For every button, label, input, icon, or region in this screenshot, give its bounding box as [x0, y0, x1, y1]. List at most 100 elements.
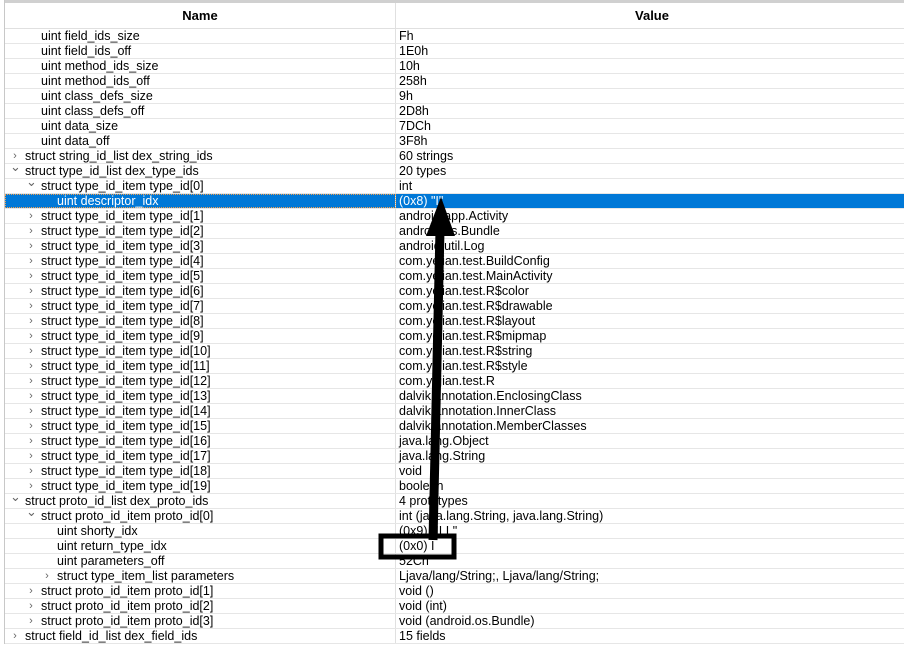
chevron-down-icon[interactable]: ⌄: [10, 159, 21, 174]
tree-row[interactable]: › struct type_id_item type_id[7] com.yejia…: [5, 299, 904, 314]
chevron-right-icon[interactable]: ›: [29, 285, 33, 297]
chevron-right-icon[interactable]: ›: [29, 615, 33, 627]
name-cell: › struct proto_id_item proto_id[1]: [5, 584, 396, 598]
tree-row[interactable]: uint method_ids_off 258h: [5, 74, 904, 89]
tree-row[interactable]: uint class_defs_size 9h: [5, 89, 904, 104]
chevron-right-icon[interactable]: ›: [29, 210, 33, 222]
chevron-right-icon[interactable]: ›: [29, 360, 33, 372]
chevron-right-icon[interactable]: ›: [29, 345, 33, 357]
tree-row[interactable]: › struct type_id_item type_id[8] com.yejia…: [5, 314, 904, 329]
tree-row[interactable]: › struct field_id_list dex_field_ids 15 fi…: [5, 629, 904, 644]
name-cell: › struct type_id_item type_id[13]: [5, 389, 396, 403]
name-cell: uint method_ids_off: [5, 74, 396, 88]
name-cell: › struct type_id_item type_id[5]: [5, 269, 396, 283]
tree-row[interactable]: uint method_ids_size 10h: [5, 59, 904, 74]
row-value: 9h: [399, 89, 413, 103]
chevron-right-icon[interactable]: ›: [29, 300, 33, 312]
tree-row[interactable]: › struct type_id_item type_id[14] dalvik.a…: [5, 404, 904, 419]
value-column-header[interactable]: Value: [635, 8, 669, 23]
tree-row[interactable]: uint data_off 3F8h: [5, 134, 904, 149]
row-name: struct type_id_item type_id[5]: [41, 269, 204, 283]
chevron-right-icon[interactable]: ›: [29, 450, 33, 462]
tree-row[interactable]: uint parameters_off 52Ch: [5, 554, 904, 569]
tree-row[interactable]: › struct type_id_item type_id[13] dalvik.a…: [5, 389, 904, 404]
row-name: uint return_type_idx: [57, 539, 167, 553]
tree-row[interactable]: › struct type_item_list parameters Ljava/l…: [5, 569, 904, 584]
tree-row[interactable]: › struct proto_id_item proto_id[2] void (i…: [5, 599, 904, 614]
tree-row[interactable]: › struct type_id_item type_id[4] com.yejia…: [5, 254, 904, 269]
name-cell: › struct type_id_item type_id[17]: [5, 449, 396, 463]
chevron-down-icon[interactable]: ⌄: [26, 174, 37, 189]
row-name: uint field_ids_off: [41, 44, 132, 58]
column-header: Name Value: [5, 0, 904, 29]
name-cell: › struct type_id_item type_id[16]: [5, 434, 396, 448]
chevron-right-icon[interactable]: ›: [45, 570, 49, 582]
tree-row[interactable]: uint field_ids_off 1E0h: [5, 44, 904, 59]
row-value: com.yejian.test.R$drawable: [399, 299, 553, 313]
tree-row[interactable]: uint field_ids_size Fh: [5, 29, 904, 44]
tree-row[interactable]: › struct type_id_item type_id[15] dalvik.a…: [5, 419, 904, 434]
chevron-right-icon[interactable]: ›: [29, 585, 33, 597]
tree-row[interactable]: › struct type_id_item type_id[16] java.lan…: [5, 434, 904, 449]
tree-row[interactable]: ⌄ struct proto_id_list dex_proto_ids 4 pro…: [5, 490, 904, 509]
tree-row[interactable]: › struct type_id_item type_id[1] android.a…: [5, 209, 904, 224]
tree-row[interactable]: uint shorty_idx (0x9) "ILL": [5, 524, 904, 539]
chevron-right-icon[interactable]: ›: [29, 480, 33, 492]
chevron-right-icon[interactable]: ›: [29, 225, 33, 237]
row-value: java.lang.Object: [399, 434, 489, 448]
row-name: uint method_ids_off: [41, 74, 150, 88]
name-cell: › struct proto_id_item proto_id[3]: [5, 614, 396, 628]
tree-row[interactable]: › struct type_id_item type_id[9] com.yejia…: [5, 329, 904, 344]
row-name: struct type_id_item type_id[11]: [41, 359, 210, 373]
row-value: com.yejian.test.BuildConfig: [399, 254, 550, 268]
chevron-right-icon[interactable]: ›: [29, 375, 33, 387]
row-name: struct field_id_list dex_field_ids: [25, 629, 198, 643]
chevron-right-icon[interactable]: ›: [29, 270, 33, 282]
chevron-right-icon[interactable]: ›: [29, 465, 33, 477]
tree-row[interactable]: ⌄ struct type_id_list dex_type_ids 20 type…: [5, 160, 904, 179]
chevron-right-icon[interactable]: ›: [29, 600, 33, 612]
row-value: dalvik.annotation.MemberClasses: [399, 419, 587, 433]
tree-row[interactable]: uint data_size 7DCh: [5, 119, 904, 134]
tree-row[interactable]: › struct type_id_item type_id[19] boolean: [5, 479, 904, 494]
chevron-right-icon[interactable]: ›: [29, 240, 33, 252]
tree-row[interactable]: › struct string_id_list dex_string_ids 60 …: [5, 149, 904, 164]
name-cell: › struct type_id_item type_id[9]: [5, 329, 396, 343]
tree-row[interactable]: uint return_type_idx (0x0) I: [5, 539, 904, 554]
chevron-right-icon[interactable]: ›: [29, 330, 33, 342]
chevron-right-icon[interactable]: ›: [29, 405, 33, 417]
chevron-right-icon[interactable]: ›: [29, 435, 33, 447]
tree-row[interactable]: ⌄ struct proto_id_item proto_id[0] int (ja…: [5, 505, 904, 524]
chevron-down-icon[interactable]: ⌄: [10, 489, 21, 504]
chevron-right-icon[interactable]: ›: [13, 630, 17, 642]
tree-row[interactable]: › struct type_id_item type_id[3] android.u…: [5, 239, 904, 254]
chevron-right-icon[interactable]: ›: [29, 255, 33, 267]
tree-row[interactable]: › struct proto_id_item proto_id[1] void (): [5, 584, 904, 599]
tree-row[interactable]: uint class_defs_off 2D8h: [5, 104, 904, 119]
row-name: struct proto_id_item proto_id[1]: [41, 584, 214, 598]
name-cell: ⌄ struct proto_id_list dex_proto_ids: [5, 490, 396, 508]
name-column-header[interactable]: Name: [5, 3, 396, 28]
row-name: struct type_id_item type_id[6]: [41, 284, 204, 298]
row-name: struct type_id_item type_id[0]: [41, 179, 204, 193]
chevron-right-icon[interactable]: ›: [29, 420, 33, 432]
tree-row[interactable]: › struct type_id_item type_id[18] void: [5, 464, 904, 479]
name-cell: uint field_ids_size: [5, 29, 396, 43]
tree-row[interactable]: › struct type_id_item type_id[17] java.lan…: [5, 449, 904, 464]
chevron-down-icon[interactable]: ⌄: [26, 504, 37, 519]
row-value: com.yejian.test.MainActivity: [399, 269, 553, 283]
chevron-right-icon[interactable]: ›: [29, 390, 33, 402]
chevron-right-icon[interactable]: ›: [13, 150, 17, 162]
tree-row[interactable]: uint descriptor_idx (0x8) "I": [5, 194, 904, 209]
tree-row[interactable]: › struct proto_id_item proto_id[3] void (a…: [5, 614, 904, 629]
tree-row[interactable]: › struct type_id_item type_id[10] com.yeji…: [5, 344, 904, 359]
template-results-tree[interactable]: Name Value uint field_ids_size Fh uint fie…: [4, 0, 904, 644]
tree-row[interactable]: › struct type_id_item type_id[6] com.yejia…: [5, 284, 904, 299]
tree-row[interactable]: › struct type_id_item type_id[2] android.o…: [5, 224, 904, 239]
chevron-right-icon[interactable]: ›: [29, 315, 33, 327]
tree-row[interactable]: › struct type_id_item type_id[12] com.yeji…: [5, 374, 904, 389]
tree-row[interactable]: › struct type_id_item type_id[11] com.yeji…: [5, 359, 904, 374]
tree-row[interactable]: ⌄ struct type_id_item type_id[0] int: [5, 175, 904, 194]
name-cell: › struct type_id_item type_id[3]: [5, 239, 396, 253]
tree-row[interactable]: › struct type_id_item type_id[5] com.yejia…: [5, 269, 904, 284]
